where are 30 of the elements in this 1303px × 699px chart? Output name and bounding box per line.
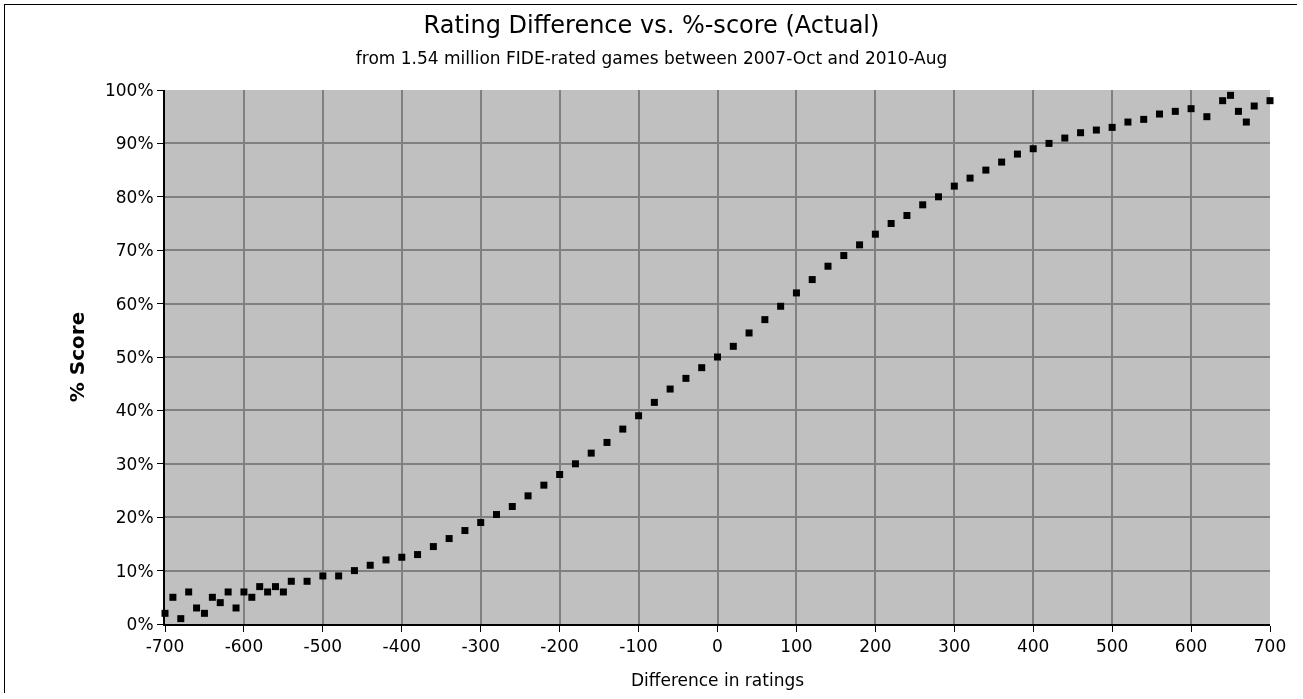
x-tick-label: 200: [859, 636, 892, 657]
y-tick-label: 10%: [115, 560, 154, 581]
y-tick-label: 90%: [115, 133, 154, 154]
x-tick-label: -200: [540, 636, 579, 657]
chart-title: Rating Difference vs. %-score (Actual): [423, 10, 880, 39]
y-tick-label: 100%: [104, 79, 154, 100]
x-axis-title: Difference in ratings: [630, 670, 805, 690]
y-tick-label: 40%: [115, 400, 154, 421]
y-tick-label: 30%: [115, 453, 154, 474]
x-tick-label: -300: [461, 636, 501, 657]
y-tick-label: 80%: [115, 186, 154, 207]
y-tick-label: 60%: [115, 293, 154, 314]
x-tick-label: 700: [1253, 636, 1287, 657]
x-tick-label: 0: [712, 636, 723, 657]
x-tick-label: 300: [938, 636, 971, 657]
chart-subtitle: from 1.54 million FIDE-rated games between 2007-Oct and 2010-Aug: [355, 47, 948, 68]
x-tick-label: 400: [1016, 636, 1050, 657]
x-tick-label: -100: [619, 636, 658, 657]
x-tick-label: -400: [382, 636, 422, 657]
x-tick-label: 100: [780, 636, 813, 657]
y-tick-label: 0%: [126, 613, 154, 634]
y-tick-label: 50%: [115, 346, 154, 367]
y-axis-title: % Score: [64, 311, 89, 403]
x-tick-label: 500: [1095, 636, 1129, 657]
y-tick-label: 20%: [115, 507, 154, 528]
x-tick-label: -600: [224, 636, 264, 657]
x-tick-label: 600: [1174, 636, 1208, 657]
x-tick-label: -700: [145, 636, 185, 657]
y-tick-label: 70%: [115, 240, 154, 261]
x-tick-label: -500: [303, 636, 343, 657]
